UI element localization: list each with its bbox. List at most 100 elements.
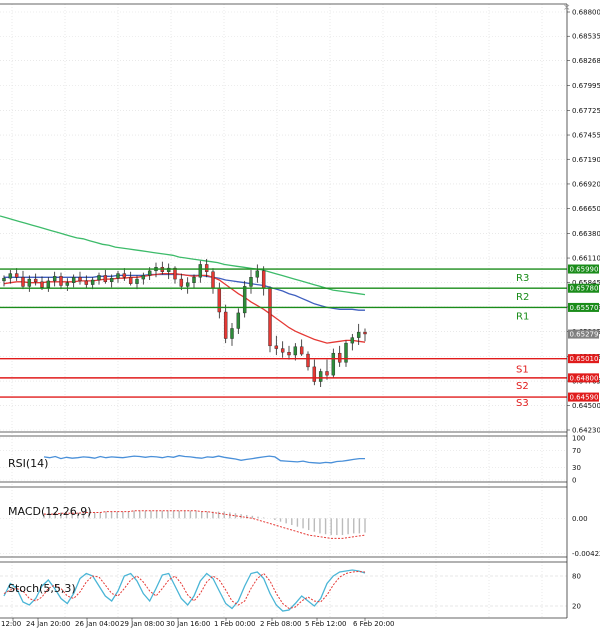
stoch-panel xyxy=(3,569,366,612)
rsi-title: RSI(14) xyxy=(8,457,48,470)
level-price-badge xyxy=(568,392,599,402)
level-name-label: R2 xyxy=(516,292,529,303)
candle-up xyxy=(344,342,348,363)
macd-title: MACD(12,26,9) xyxy=(8,505,92,518)
rsi-tick-label: 30 xyxy=(572,464,581,472)
level-name-label: R3 xyxy=(516,273,529,284)
level-price-label: 0.65010 xyxy=(570,355,599,363)
candle-up xyxy=(97,275,101,281)
x-tick-label: 12:00 xyxy=(1,620,21,628)
rsi-line xyxy=(43,454,365,464)
candle-down xyxy=(122,273,127,278)
x-tick-label: 2 Feb 08:00 xyxy=(260,620,301,628)
current-price-label: 0.65279 xyxy=(570,331,599,339)
candle-down xyxy=(33,278,38,283)
y-tick-label: 0.66650 xyxy=(572,205,600,213)
x-axis: 12:00 24 Jan 20:00 26 Jan 04:00 29 Jan 08:0… xyxy=(1,618,394,628)
close-icon[interactable]: × xyxy=(563,3,571,13)
y-tick-label: 0.67455 xyxy=(572,132,600,140)
candle-up xyxy=(116,273,120,279)
candle-up xyxy=(52,276,57,282)
candle-up xyxy=(293,346,298,356)
y-tick-label: 0.66110 xyxy=(572,255,600,263)
sma-mid-line xyxy=(4,273,365,311)
y-tick-label: 0.68800 xyxy=(572,9,600,17)
stoch-title: Stoch(5,5,3) xyxy=(8,582,76,595)
candle-down xyxy=(21,277,25,287)
y-tick-label: 0.68268 xyxy=(572,57,600,65)
candle-down xyxy=(274,345,279,349)
candle-down xyxy=(261,270,266,289)
macd-tick-label: -0.004226 xyxy=(572,550,600,558)
candle-up xyxy=(2,277,6,282)
candle-up xyxy=(230,328,234,339)
stoch-tick-label: 20 xyxy=(572,603,581,611)
x-tick-label: 1 Feb 00:00 xyxy=(214,620,255,628)
candle-up xyxy=(46,280,51,288)
candle-down xyxy=(223,311,228,339)
level-name-label: S1 xyxy=(516,365,529,376)
candle-down xyxy=(306,353,310,368)
candle-up xyxy=(65,282,70,286)
candle-up xyxy=(27,278,32,287)
candle-down xyxy=(40,281,44,288)
candle-up xyxy=(318,371,323,382)
candle-up xyxy=(71,277,76,283)
candle-up xyxy=(236,312,241,329)
macd-panel xyxy=(43,510,366,539)
candle-down xyxy=(59,276,63,286)
grid-lines xyxy=(0,4,567,618)
level-price-badge xyxy=(568,264,599,274)
level-price-label: 0.64590 xyxy=(570,394,599,402)
stoch-tick-label: 80 xyxy=(572,573,581,581)
candle-up xyxy=(135,278,139,284)
candle-up xyxy=(350,337,355,344)
candle-up xyxy=(141,275,146,280)
candle-down xyxy=(128,277,133,284)
rsi-tick-label: 100 xyxy=(572,435,585,443)
candle-up xyxy=(8,273,13,279)
candle-up xyxy=(198,264,203,278)
candle-down xyxy=(287,352,291,356)
y-tick-label: 0.67190 xyxy=(572,156,600,164)
level-price-label: 0.65990 xyxy=(570,266,599,274)
candle-down xyxy=(179,278,184,287)
y-tick-label: 0.68535 xyxy=(572,33,600,41)
level-price-badge xyxy=(568,354,599,364)
level-price-badge xyxy=(568,283,599,293)
candle-down xyxy=(337,352,342,363)
rsi-tick-label: 0 xyxy=(572,477,576,485)
x-tick-label: 26 Jan 04:00 xyxy=(75,620,119,628)
candle-down xyxy=(325,371,329,376)
candle-down xyxy=(211,271,215,289)
level-name-label: R1 xyxy=(516,311,529,322)
candle-up xyxy=(166,267,171,272)
candle-down xyxy=(312,366,317,382)
x-tick-label: 30 Jan 16:00 xyxy=(166,620,210,628)
candle-down xyxy=(204,264,209,272)
macd-signal-line xyxy=(44,510,366,539)
level-name-label: S3 xyxy=(516,398,529,409)
candle-up xyxy=(242,286,247,314)
candle-up xyxy=(356,331,361,338)
candle-up xyxy=(185,282,190,287)
x-tick-label: 29 Jan 08:00 xyxy=(120,620,164,628)
candle-down xyxy=(268,288,272,347)
candle-up xyxy=(90,279,95,285)
level-price-label: 0.65570 xyxy=(570,304,599,312)
candle-up xyxy=(331,352,336,376)
candle-down xyxy=(84,280,89,285)
candle-down xyxy=(280,348,285,353)
candle-down xyxy=(78,277,82,282)
candle-up xyxy=(192,277,196,283)
candle-up xyxy=(147,270,152,276)
candle-down xyxy=(363,331,367,335)
sma-fast-line xyxy=(3,272,366,344)
level-price-label: 0.65780 xyxy=(570,285,599,293)
y-tick-label: 0.64500 xyxy=(572,402,600,410)
candle-down xyxy=(217,288,222,313)
level-price-badge xyxy=(568,302,599,312)
candle-down xyxy=(299,346,304,355)
y-tick-label: 0.66920 xyxy=(572,180,600,188)
